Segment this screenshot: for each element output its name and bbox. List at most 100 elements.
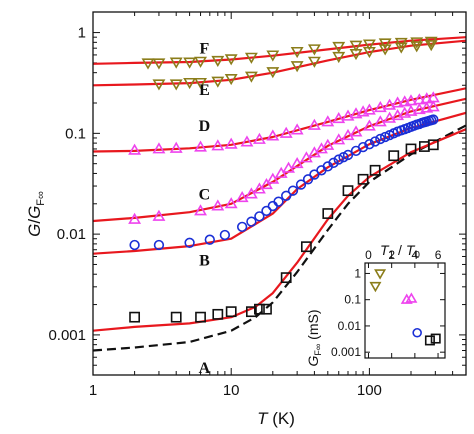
data-point-a	[170, 311, 182, 323]
curve-label-e: E	[199, 82, 210, 99]
data-point-b	[369, 136, 381, 147]
data-point-c	[211, 199, 225, 211]
series-c	[128, 100, 440, 224]
data-point-b	[287, 185, 299, 196]
data-point-a	[427, 139, 439, 151]
data-point-d	[224, 137, 238, 149]
data-point-c	[383, 111, 397, 123]
x-tick-label: 1	[89, 382, 97, 399]
data-point-f	[194, 56, 207, 68]
data-point-c	[194, 204, 207, 216]
series-a	[129, 139, 439, 323]
data-point-a	[225, 306, 237, 318]
inset-x-tick-label: 2	[388, 248, 395, 262]
data-point-b	[273, 196, 284, 207]
curve-label-f: F	[200, 40, 210, 57]
data-point-c	[235, 191, 249, 203]
inset-ticks	[365, 263, 445, 358]
y-tick-label: 0.001	[48, 327, 86, 344]
data-point-f	[424, 36, 438, 48]
data-point-f	[307, 44, 321, 56]
data-point-a	[280, 272, 292, 284]
data-point-d	[169, 141, 183, 153]
fit-curve-f	[93, 36, 466, 65]
inset-y-tick-label: 0.001	[331, 345, 361, 359]
inset-top-axis-label: T1 / T0	[380, 242, 420, 261]
y-tick-label: 0.1	[65, 125, 86, 142]
data-point-f	[266, 50, 280, 62]
data-point-e	[290, 61, 304, 73]
data-point-a	[195, 311, 206, 323]
curve-label-a: A	[199, 360, 211, 377]
data-point-c	[152, 209, 166, 221]
data-point-f	[290, 46, 304, 59]
data-point-b	[254, 211, 265, 222]
data-point-c	[404, 104, 418, 116]
data-point-f	[169, 57, 183, 69]
data-point-f	[211, 55, 225, 68]
data-point-f	[349, 40, 363, 52]
inset-data-point	[430, 333, 441, 344]
series-d	[128, 91, 440, 155]
x-tick-label: 10	[223, 382, 240, 399]
data-point-c	[224, 197, 238, 209]
data-point-e	[394, 42, 408, 54]
inset-y-tick-label: 0.1	[344, 293, 361, 307]
data-point-b	[261, 205, 272, 217]
data-point-f	[141, 58, 155, 70]
data-point-c	[373, 115, 387, 127]
inset-x-tick-label: 0	[365, 248, 372, 262]
data-point-d	[240, 135, 254, 147]
fit-curve-c	[93, 97, 466, 223]
data-point-e	[349, 49, 363, 61]
inset-plot: 0 2 4 6 0.001 0.01 0.1 1	[331, 248, 446, 359]
data-point-a	[342, 185, 354, 197]
inset-data-point	[424, 335, 435, 346]
data-point-a	[300, 241, 312, 253]
data-point-b	[428, 114, 439, 125]
data-point-b	[184, 237, 195, 248]
data-point-d	[373, 100, 387, 113]
data-point-b	[236, 221, 248, 233]
data-point-e	[266, 67, 280, 79]
data-point-a	[388, 150, 400, 162]
data-point-d	[362, 103, 376, 115]
data-point-d	[341, 109, 355, 121]
data-point-b	[375, 133, 386, 145]
data-point-b	[333, 154, 344, 165]
data-point-b	[281, 190, 292, 201]
data-point-b	[204, 234, 215, 245]
data-point-d	[252, 132, 266, 144]
data-point-c	[412, 102, 426, 115]
data-point-b	[129, 239, 140, 251]
data-point-c	[266, 172, 280, 184]
data-point-a	[357, 173, 369, 185]
main-plot-area	[93, 36, 466, 352]
data-point-a	[369, 164, 381, 176]
data-point-d	[383, 98, 397, 110]
inset-y-tick-label: 1	[354, 266, 361, 280]
data-point-d	[128, 143, 142, 155]
data-point-f	[244, 52, 258, 64]
data-point-c	[332, 133, 346, 145]
data-point-c	[321, 138, 335, 150]
data-point-a	[212, 308, 224, 320]
data-point-a	[405, 143, 417, 155]
data-point-f	[378, 38, 392, 50]
data-point-e	[332, 51, 346, 64]
data-point-b	[246, 216, 257, 227]
data-point-d	[332, 111, 346, 124]
series-e	[152, 40, 438, 91]
data-point-c	[362, 119, 376, 131]
data-point-b	[357, 141, 369, 153]
data-point-d	[290, 123, 304, 135]
data-point-d	[307, 118, 321, 130]
fit-curve-b	[93, 111, 466, 255]
inset-frame	[364, 262, 446, 359]
y-tick-label: 0.01	[57, 226, 86, 243]
data-point-f	[332, 41, 346, 54]
y-tick-label: 1	[78, 25, 86, 42]
data-point-c	[128, 212, 142, 224]
inset-x-tick-label: 4	[412, 248, 419, 262]
data-point-c	[426, 100, 440, 112]
